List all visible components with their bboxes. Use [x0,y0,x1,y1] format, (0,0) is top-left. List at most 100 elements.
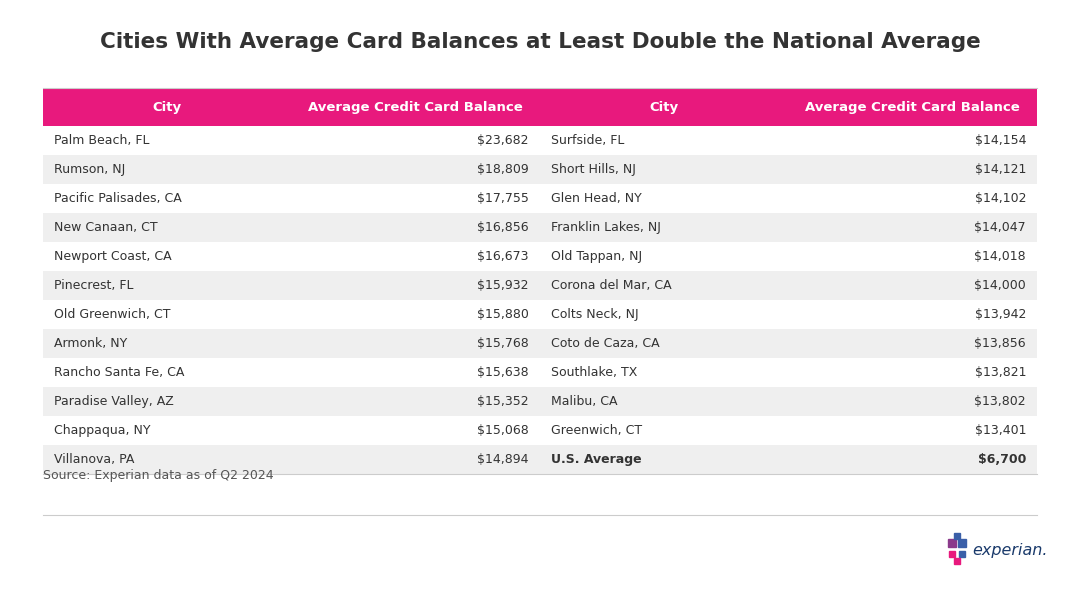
Text: Franklin Lakes, NJ: Franklin Lakes, NJ [551,221,661,234]
Bar [292,126,540,155]
Bar [540,358,788,387]
Text: $15,638: $15,638 [477,366,529,379]
Text: Old Greenwich, CT: Old Greenwich, CT [54,308,171,321]
Text: Armonk, NY: Armonk, NY [54,337,127,350]
Bar [788,88,1037,126]
Bar [43,387,292,416]
Text: $23,682: $23,682 [477,134,529,147]
Text: Old Tappan, NJ: Old Tappan, NJ [551,250,643,263]
Text: $15,068: $15,068 [477,424,529,437]
Bar [43,300,292,329]
Bar [788,213,1037,242]
Bar [292,184,540,213]
Bar [43,242,292,271]
Bar [43,213,292,242]
Text: $13,401: $13,401 [974,424,1026,437]
Text: Paradise Valley, AZ: Paradise Valley, AZ [54,395,174,408]
Text: City: City [152,100,181,114]
Bar [540,88,788,126]
Text: Short Hills, NJ: Short Hills, NJ [551,163,636,176]
Text: Newport Coast, CA: Newport Coast, CA [54,250,172,263]
Text: Colts Neck, NJ: Colts Neck, NJ [551,308,638,321]
Bar [540,213,788,242]
Bar [43,271,292,300]
Bar [43,416,292,445]
Bar [540,184,788,213]
Bar [292,213,540,242]
Text: $13,942: $13,942 [974,308,1026,321]
Bar [540,387,788,416]
Text: New Canaan, CT: New Canaan, CT [54,221,158,234]
Bar [540,155,788,184]
Text: Cities With Average Card Balances at Least Double the National Average: Cities With Average Card Balances at Lea… [99,32,981,52]
Bar [788,155,1037,184]
Bar [292,445,540,474]
Text: City: City [650,100,679,114]
Bar [43,329,292,358]
Bar [292,329,540,358]
Text: $16,673: $16,673 [477,250,529,263]
Text: Southlake, TX: Southlake, TX [551,366,637,379]
Bar [788,387,1037,416]
Text: $15,768: $15,768 [477,337,529,350]
Text: Chappaqua, NY: Chappaqua, NY [54,424,150,437]
Text: $17,755: $17,755 [477,192,529,205]
Bar [43,445,292,474]
Text: $15,352: $15,352 [477,395,529,408]
Text: $14,000: $14,000 [974,279,1026,292]
Bar [788,271,1037,300]
Bar [788,445,1037,474]
Bar [540,416,788,445]
Text: $16,856: $16,856 [477,221,529,234]
Text: $18,809: $18,809 [477,163,529,176]
Bar [788,242,1037,271]
Text: $14,894: $14,894 [477,453,529,466]
Bar [292,242,540,271]
Bar [292,300,540,329]
Text: Pinecrest, FL: Pinecrest, FL [54,279,134,292]
Text: Rancho Santa Fe, CA: Rancho Santa Fe, CA [54,366,185,379]
Text: Villanova, PA: Villanova, PA [54,453,134,466]
Bar [788,126,1037,155]
Text: $14,047: $14,047 [974,221,1026,234]
Bar [788,329,1037,358]
Bar [43,184,292,213]
Text: Coto de Caza, CA: Coto de Caza, CA [551,337,660,350]
Bar [292,155,540,184]
Text: U.S. Average: U.S. Average [551,453,642,466]
Text: Rumson, NJ: Rumson, NJ [54,163,125,176]
Bar [292,271,540,300]
Text: Average Credit Card Balance: Average Credit Card Balance [309,100,523,114]
Text: Malibu, CA: Malibu, CA [551,395,618,408]
Text: Pacific Palisades, CA: Pacific Palisades, CA [54,192,181,205]
Bar [292,88,540,126]
Bar [43,126,292,155]
Text: $14,102: $14,102 [974,192,1026,205]
Bar [292,387,540,416]
Text: $13,821: $13,821 [974,366,1026,379]
Bar [540,329,788,358]
Text: Corona del Mar, CA: Corona del Mar, CA [551,279,672,292]
Text: $14,121: $14,121 [974,163,1026,176]
Bar [788,416,1037,445]
Text: Surfside, FL: Surfside, FL [551,134,624,147]
Text: Greenwich, CT: Greenwich, CT [551,424,643,437]
Bar [540,445,788,474]
Text: $6,700: $6,700 [977,453,1026,466]
Text: $13,802: $13,802 [974,395,1026,408]
Bar [43,155,292,184]
Bar [540,271,788,300]
Text: experian.: experian. [972,543,1048,558]
Bar [43,88,292,126]
Text: Palm Beach, FL: Palm Beach, FL [54,134,149,147]
Bar [540,242,788,271]
Bar [292,416,540,445]
Bar [788,358,1037,387]
Text: Average Credit Card Balance: Average Credit Card Balance [806,100,1021,114]
Text: $15,880: $15,880 [477,308,529,321]
Text: $15,932: $15,932 [477,279,529,292]
Bar [292,358,540,387]
Bar [43,358,292,387]
Text: Glen Head, NY: Glen Head, NY [551,192,642,205]
Bar [540,126,788,155]
